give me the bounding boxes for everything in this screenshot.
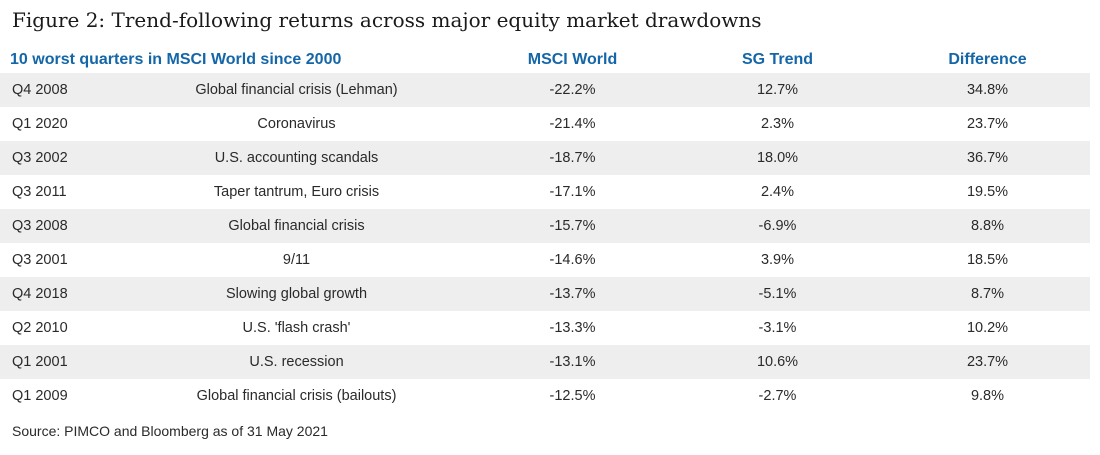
msci-world-cell: -13.1% <box>475 345 670 379</box>
quarter-cell: Q3 2008 <box>0 209 118 243</box>
header-worst-quarters: 10 worst quarters in MSCI World since 20… <box>10 50 342 68</box>
quarter-cell: Q4 2008 <box>0 73 118 107</box>
sg-trend-cell: 18.0% <box>670 141 885 175</box>
table-row: Q4 2008 Global financial crisis (Lehman) -… <box>0 73 1090 107</box>
difference-cell: 18.5% <box>966 252 1009 268</box>
msci-world-cell: -12.5% <box>549 388 596 404</box>
quarter-cell: Q3 2011 <box>12 184 67 200</box>
sg-trend-cell: -6.9% <box>670 209 885 243</box>
event-cell: Coronavirus <box>257 116 336 132</box>
event-cell: Global financial crisis (bailouts) <box>196 388 397 404</box>
table-row: Q3 2002 U.S. accounting scandals -18.7% 18.… <box>0 141 1090 175</box>
quarter-cell: Q3 2001 <box>12 252 68 268</box>
msci-world-cell: -15.7% <box>475 209 670 243</box>
event-cell: Global financial crisis <box>118 209 475 243</box>
difference-cell: 19.5% <box>966 184 1009 200</box>
table-row: Q3 2011 Taper tantrum, Euro crisis -17.1% 2… <box>0 175 1090 209</box>
event-cell: Global financial crisis (Lehman) <box>118 73 475 107</box>
figure-title: Figure 2: Trend-following returns across… <box>12 8 762 32</box>
event-cell: U.S. 'flash crash' <box>242 320 351 336</box>
quarter-cell: Q1 2009 <box>12 388 68 404</box>
source-note: Source: PIMCO and Bloomberg as of 31 May… <box>12 423 328 439</box>
event-cell: Slowing global growth <box>118 277 475 311</box>
quarter-cell: Q1 2020 <box>12 116 68 132</box>
msci-world-cell: -14.6% <box>549 252 596 268</box>
table-row: Q2 2010 U.S. 'flash crash' -13.3% -3.1% 10.2… <box>0 311 1090 345</box>
table-row: Q1 2020 Coronavirus -21.4% 2.3% 23.7% <box>0 107 1090 141</box>
difference-cell: 8.7% <box>885 277 1090 311</box>
quarter-cell: Q3 2002 <box>0 141 118 175</box>
event-cell: 9/11 <box>282 252 311 268</box>
header-difference: Difference <box>948 50 1027 68</box>
msci-world-cell: -17.1% <box>549 184 596 200</box>
sg-trend-cell: 10.6% <box>670 345 885 379</box>
msci-world-cell: -21.4% <box>549 116 596 132</box>
header-msci-world: MSCI World <box>527 50 618 68</box>
difference-cell: 34.8% <box>885 73 1090 107</box>
sg-trend-cell: 2.3% <box>760 116 795 132</box>
header-sg-trend: SG Trend <box>741 50 814 68</box>
event-cell: U.S. recession <box>118 345 475 379</box>
sg-trend-cell: -2.7% <box>758 388 797 404</box>
msci-world-cell: -13.7% <box>475 277 670 311</box>
difference-cell: 8.8% <box>885 209 1090 243</box>
event-cell: U.S. accounting scandals <box>118 141 475 175</box>
msci-world-cell: -22.2% <box>475 73 670 107</box>
table-row: Q3 2008 Global financial crisis -15.7% -6.9… <box>0 209 1090 243</box>
sg-trend-cell: -3.1% <box>758 320 797 336</box>
quarter-cell: Q4 2018 <box>0 277 118 311</box>
table-row: Q1 2009 Global financial crisis (bailouts… <box>0 379 1090 413</box>
quarter-cell: Q1 2001 <box>0 345 118 379</box>
msci-world-cell: -13.3% <box>549 320 596 336</box>
quarter-cell: Q2 2010 <box>12 320 68 336</box>
table-row: Q1 2001 U.S. recession -13.1% 10.6% 23.7% <box>0 345 1090 379</box>
difference-cell: 23.7% <box>885 345 1090 379</box>
difference-cell: 36.7% <box>885 141 1090 175</box>
event-cell: Taper tantrum, Euro crisis <box>213 184 380 200</box>
sg-trend-cell: -5.1% <box>670 277 885 311</box>
table-header-row: 10 worst quarters in MSCI World since 20… <box>0 46 1090 73</box>
sg-trend-cell: 3.9% <box>760 252 795 268</box>
sg-trend-cell: 12.7% <box>670 73 885 107</box>
table-row: Q3 2001 9/11 -14.6% 3.9% 18.5% <box>0 243 1090 277</box>
table-body: Q4 2008 Global financial crisis (Lehman) -… <box>0 73 1090 413</box>
difference-cell: 10.2% <box>966 320 1009 336</box>
difference-cell: 23.7% <box>966 116 1009 132</box>
table-row: Q4 2018 Slowing global growth -13.7% -5.1% 8… <box>0 277 1090 311</box>
sg-trend-cell: 2.4% <box>760 184 795 200</box>
drawdown-table: 10 worst quarters in MSCI World since 20… <box>0 46 1090 413</box>
difference-cell: 9.8% <box>970 388 1005 404</box>
msci-world-cell: -18.7% <box>475 141 670 175</box>
